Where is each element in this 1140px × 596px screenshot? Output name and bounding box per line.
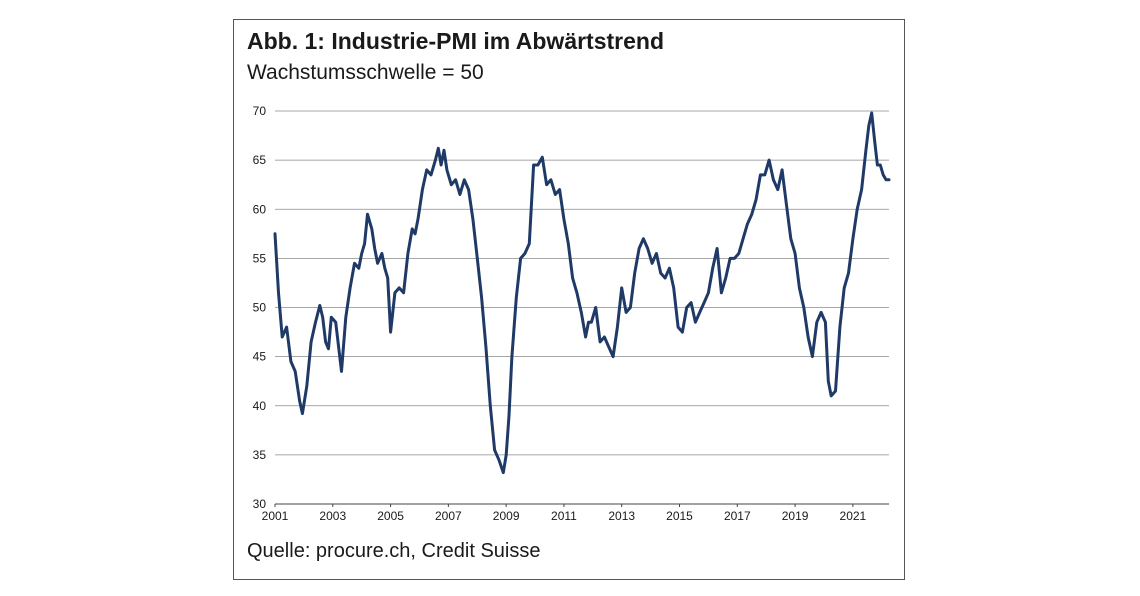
x-tick-label-2019: 2019 xyxy=(782,509,809,523)
y-tick-label-45: 45 xyxy=(253,350,267,364)
y-tick-label-70: 70 xyxy=(253,104,267,118)
x-tick-label-2001: 2001 xyxy=(262,509,289,523)
x-tick-label-2003: 2003 xyxy=(319,509,346,523)
x-tick-label-2021: 2021 xyxy=(840,509,867,523)
x-tick-label-2007: 2007 xyxy=(435,509,462,523)
y-tick-label-60: 60 xyxy=(253,202,267,216)
x-tick-label-2011: 2011 xyxy=(551,509,577,523)
chart-frame: Abb. 1: Industrie-PMI im Abwärtstrend Wa… xyxy=(233,19,905,580)
pmi-line-chart: 30 35 40 45 50 55 60 65 70 2001 2003 2005 2007 2009 20… xyxy=(253,104,891,523)
x-tick-label-2017: 2017 xyxy=(724,509,751,523)
y-tick-label-50: 50 xyxy=(253,301,267,315)
x-tick-label-2015: 2015 xyxy=(666,509,693,523)
y-tick-label-40: 40 xyxy=(253,399,267,413)
series-line-1 xyxy=(273,111,891,475)
x-tick-label-2009: 2009 xyxy=(493,509,520,523)
chart-title: Abb. 1: Industrie-PMI im Abwärtstrend xyxy=(247,28,665,54)
chart-subtitle: Wachstumsschwelle = 50 xyxy=(247,61,484,84)
chart-source: Quelle: procure.ch, Credit Suisse xyxy=(247,540,541,562)
y-tick-label-35: 35 xyxy=(253,448,267,462)
y-tick-label-65: 65 xyxy=(253,153,267,167)
y-tick-label-30: 30 xyxy=(253,497,267,511)
y-tick-label-55: 55 xyxy=(253,251,267,265)
x-tick-label-2013: 2013 xyxy=(608,509,635,523)
x-tick-label-2005: 2005 xyxy=(377,509,404,523)
